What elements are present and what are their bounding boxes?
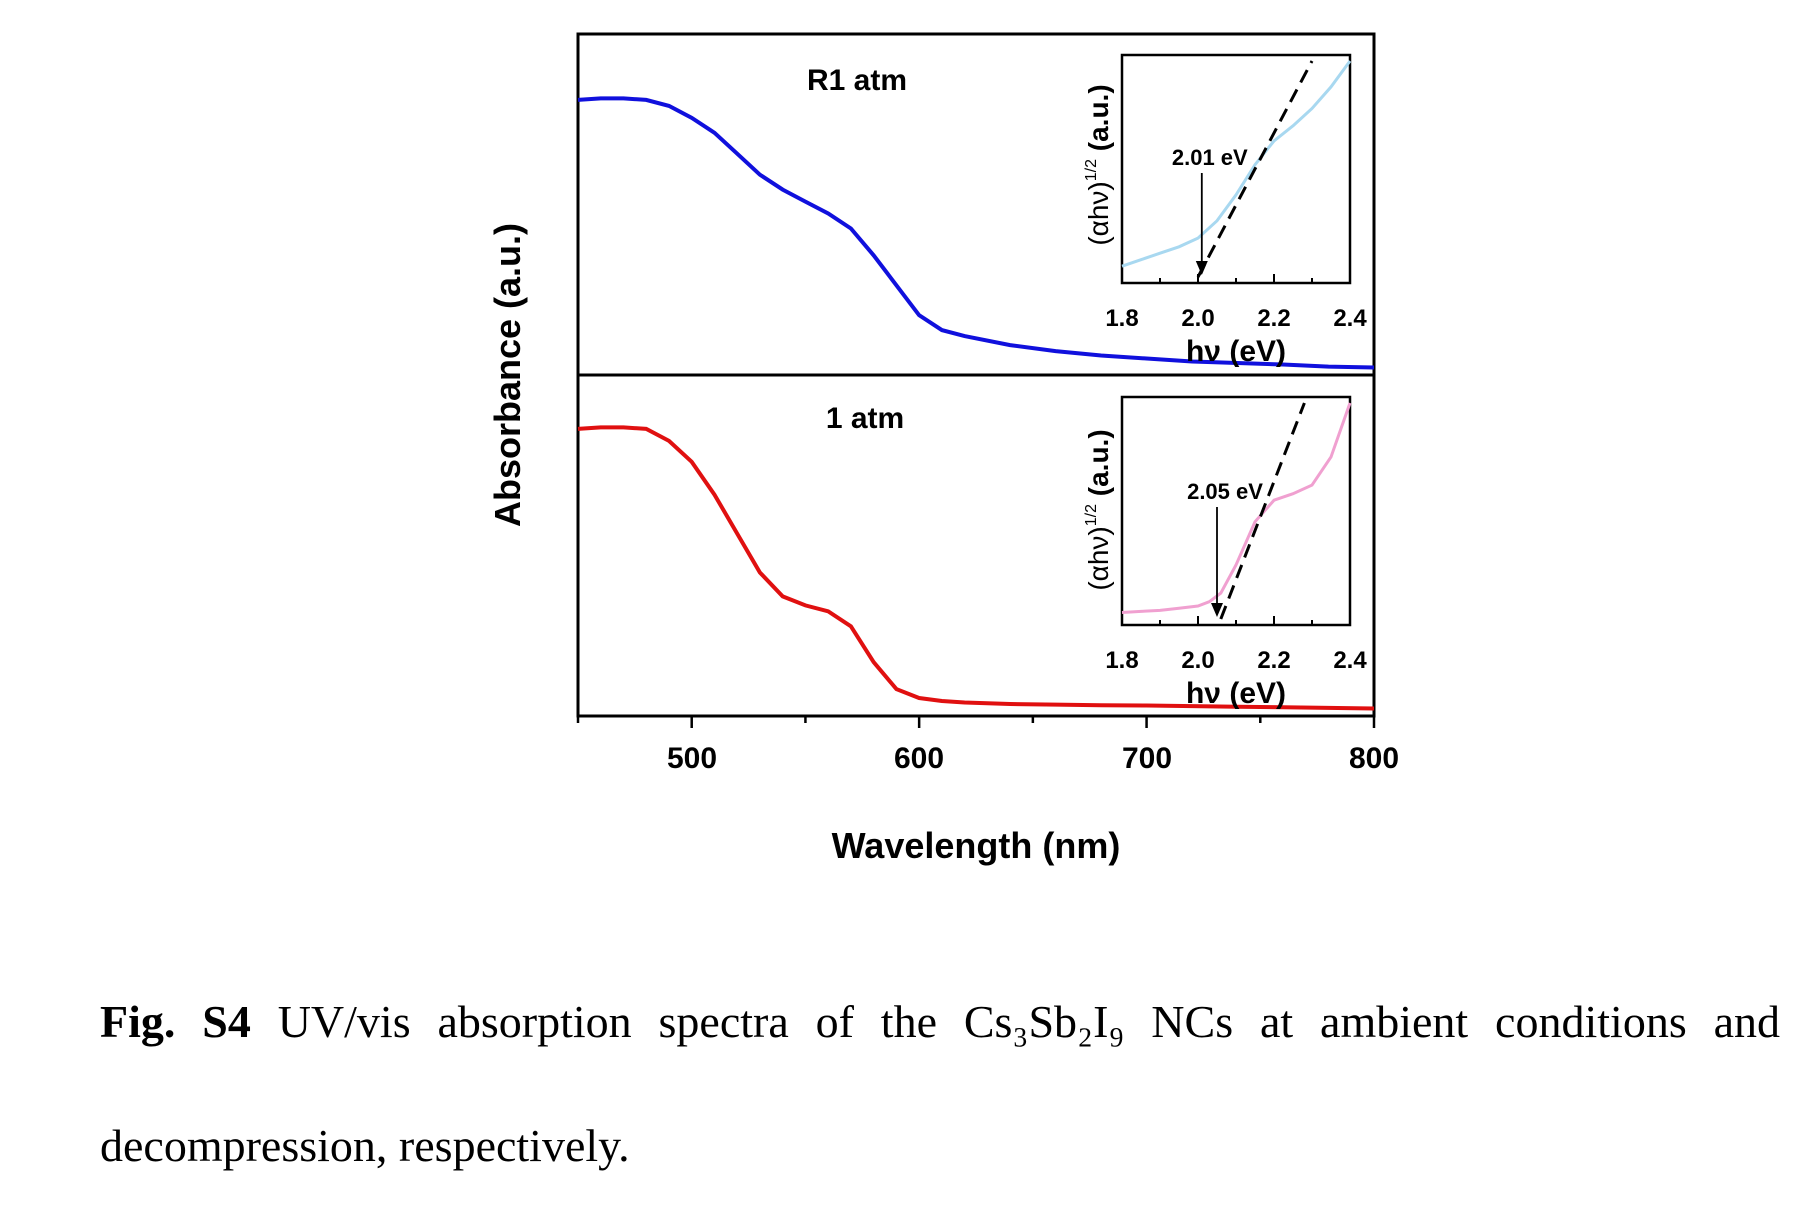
x-tick-label-800: 800	[1349, 742, 1399, 775]
band-gap-annotation: 2.01 eV	[1172, 145, 1248, 170]
inset-x-tick-label: 2.0	[1181, 305, 1214, 332]
inset-ticks	[1121, 616, 1351, 625]
inset-x-tick-label: 2.2	[1257, 647, 1290, 674]
x-tick-label-700: 700	[1122, 742, 1172, 775]
y-axis-label: Absorbance (a.u.)	[487, 223, 528, 527]
inset-x-tick-label: 1.8	[1105, 647, 1138, 674]
figure: R1 atm 1 atm 500 600 700 800 Wavelength …	[487, 32, 1399, 866]
inset-1-atm: 2.05 eV 1.8 2.0 2.2 2.4 hν (eV) (αhν)1/2…	[1083, 395, 1367, 710]
inset-frame	[1120, 395, 1352, 627]
figure-caption: Fig. S4 UV/vis absorption spectra of the…	[100, 960, 1780, 1208]
inset-x-axis-label: hν (eV)	[1186, 335, 1286, 368]
inset-frame	[1120, 53, 1352, 285]
inset-y-axis-label: (αhν)1/2 (a.u.)	[1083, 429, 1114, 590]
inset-x-tick-label: 1.8	[1105, 305, 1138, 332]
svg-text:(αhν)1/2 (a.u.): (αhν)1/2 (a.u.)	[1083, 429, 1114, 590]
inset-x-tick-label: 2.0	[1181, 647, 1214, 674]
inset-x-tick-label: 2.2	[1257, 305, 1290, 332]
inset-fit-line	[1219, 402, 1306, 620]
series-line-r1-atm	[577, 96, 1375, 370]
svg-text:(αhν)1/2 (a.u.): (αhν)1/2 (a.u.)	[1083, 84, 1114, 245]
inset-r1-atm: 2.01 eV 1.8 2.0 2.2 2.4 hν (eV) (αhν)1/2…	[1083, 53, 1367, 368]
x-axis-label: Wavelength (nm)	[832, 825, 1121, 866]
inset-fit-line	[1196, 60, 1314, 278]
caption-text: UV/vis absorption spectra of the Cs₃Sb₂I…	[100, 996, 1780, 1171]
inset-curve	[1121, 60, 1352, 268]
band-gap-arrow-head	[1211, 603, 1223, 617]
x-tick-label-600: 600	[894, 742, 944, 775]
inset-x-tick-label: 2.4	[1333, 305, 1367, 332]
caption-label: Fig. S4	[100, 996, 251, 1047]
x-axis-ticks	[576, 716, 1376, 728]
band-gap-arrow-head	[1195, 261, 1208, 275]
band-gap-annotation: 2.05 eV	[1187, 479, 1263, 504]
inset-ticks	[1121, 274, 1351, 283]
inset-x-tick-label: 2.4	[1333, 647, 1367, 674]
inset-x-axis-label: hν (eV)	[1186, 677, 1286, 710]
panel-label-1-atm: 1 atm	[826, 402, 904, 435]
panel-label-r1-atm: R1 atm	[807, 64, 907, 97]
series-line-1-atm	[577, 425, 1375, 711]
x-tick-label-500: 500	[667, 742, 717, 775]
inset-curve	[1121, 402, 1352, 614]
inset-y-axis-label: (αhν)1/2 (a.u.)	[1083, 84, 1114, 245]
